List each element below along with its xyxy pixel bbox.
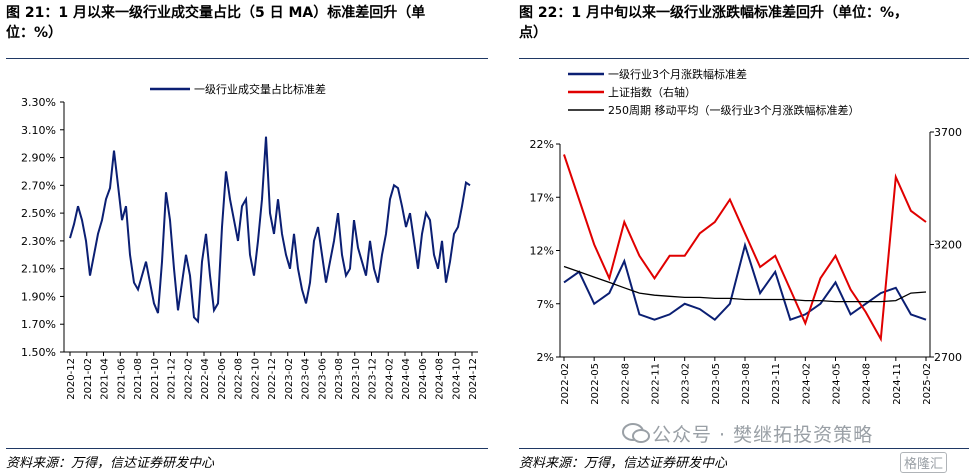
right-x-tick-label: 2024-02 bbox=[801, 363, 812, 405]
right-right-y-tick-label: 2700 bbox=[934, 351, 962, 364]
left-x-tick-label: 2022-08 bbox=[234, 358, 245, 400]
left-y-tick-label: 2.30% bbox=[21, 235, 56, 248]
left-x-tick-label: 2023-08 bbox=[334, 358, 345, 400]
right-x-tick-label: 2023-08 bbox=[741, 363, 752, 405]
left-x-tick-label: 2024-12 bbox=[468, 358, 479, 400]
right-x-tick-label: 2022-05 bbox=[590, 363, 601, 405]
right-left-y-tick-label: 7% bbox=[537, 298, 554, 311]
left-source-note: 资料来源：万得，信达证券研发中心 bbox=[6, 456, 215, 471]
right-source-note: 资料来源：万得，信达证券研发中心 bbox=[519, 456, 728, 471]
right-legend-label: 250周期 移动平均（一级行业3个月涨跌幅标准差） bbox=[608, 103, 860, 117]
left-x-tick-label: 2022-06 bbox=[217, 358, 228, 400]
right-legend-label: 一级行业3个月涨跌幅标准差 bbox=[608, 67, 747, 81]
left-y-tick-label: 1.50% bbox=[21, 346, 56, 359]
left-x-tick-label: 2022-04 bbox=[200, 358, 211, 400]
left-x-tick-label: 2024-02 bbox=[384, 358, 395, 400]
left-y-tick-label: 3.10% bbox=[21, 124, 56, 137]
right-legend-label: 上证指数（右轴） bbox=[608, 85, 696, 99]
right-x-tick-label: 2024-11 bbox=[892, 363, 903, 405]
left-x-tick-label: 2021-06 bbox=[116, 358, 127, 400]
right-x-tick-label: 2024-08 bbox=[862, 363, 873, 405]
right-right-y-tick-label: 3200 bbox=[934, 239, 962, 252]
right-series-line-1 bbox=[563, 241, 927, 322]
left-x-tick-label: 2023-06 bbox=[317, 358, 328, 400]
right-x-tick-label: 2024-05 bbox=[832, 363, 843, 405]
left-chart-title: 图 21：1 月以来一级行业成交量占比（5 日 MA）标准差回升（单 位：%） bbox=[6, 3, 488, 43]
left-x-tick-label: 2023-02 bbox=[284, 358, 295, 400]
left-y-tick-label: 2.70% bbox=[21, 179, 56, 192]
right-x-tick-label: 2022-11 bbox=[651, 363, 662, 405]
left-x-tick-label: 2023-04 bbox=[301, 358, 312, 400]
right-title-rule bbox=[519, 58, 969, 59]
right-right-y-tick-label: 3700 bbox=[934, 126, 962, 139]
left-x-tick-label: 2024-04 bbox=[401, 358, 412, 400]
right-chart-title: 图 22：1 月中旬以来一级行业涨跌幅标准差回升（单位：%， 点） bbox=[519, 3, 969, 43]
right-left-y-tick-label: 17% bbox=[530, 191, 554, 204]
right-x-tick-label: 2023-11 bbox=[771, 363, 782, 405]
right-left-y-tick-label: 12% bbox=[530, 245, 554, 258]
left-chart-title-line2: 位：%） bbox=[6, 25, 63, 41]
left-y-tick-label: 2.90% bbox=[21, 152, 56, 165]
left-y-tick-label: 1.90% bbox=[21, 290, 56, 303]
left-x-tick-label: 2021-10 bbox=[150, 358, 161, 400]
left-x-tick-label: 2023-12 bbox=[368, 358, 379, 400]
left-x-tick-label: 2021-04 bbox=[100, 358, 111, 400]
right-chart-title-line2: 点） bbox=[519, 25, 547, 41]
left-x-tick-label: 2021-02 bbox=[83, 358, 94, 400]
right-series-line-3 bbox=[563, 265, 927, 303]
left-x-tick-label: 2022-02 bbox=[183, 358, 194, 400]
left-x-tick-label: 2024-06 bbox=[418, 358, 429, 400]
left-x-tick-label: 2021-12 bbox=[167, 358, 178, 400]
watermark-text: 公众号 · 樊继拓投资策略 bbox=[652, 424, 874, 446]
left-x-tick-label: 2022-12 bbox=[267, 358, 278, 400]
left-x-tick-label: 2023-10 bbox=[351, 358, 362, 400]
wechat-icon bbox=[622, 423, 650, 443]
left-x-tick-label: 2020-12 bbox=[66, 358, 77, 400]
left-legend-label: 一级行业成交量占比标准差 bbox=[194, 82, 326, 96]
right-x-tick-label: 2022-08 bbox=[620, 363, 631, 405]
left-x-tick-label: 2024-10 bbox=[451, 358, 462, 400]
right-series-line-2 bbox=[563, 154, 927, 343]
right-x-tick-label: 2023-02 bbox=[681, 363, 692, 405]
left-series-line bbox=[69, 136, 471, 324]
left-x-tick-label: 2024-08 bbox=[435, 358, 446, 400]
left-chart-title-line1: 图 21：1 月以来一级行业成交量占比（5 日 MA）标准差回升（单 bbox=[6, 5, 426, 21]
left-y-tick-label: 2.10% bbox=[21, 263, 56, 276]
right-chart-title-line1: 图 22：1 月中旬以来一级行业涨跌幅标准差回升（单位：%， bbox=[519, 5, 908, 21]
left-x-tick-label: 2021-08 bbox=[133, 358, 144, 400]
right-left-y-tick-label: 2% bbox=[537, 351, 554, 364]
left-title-rule bbox=[6, 58, 488, 59]
right-left-y-tick-label: 22% bbox=[530, 138, 554, 151]
left-y-tick-label: 2.50% bbox=[21, 207, 56, 220]
right-x-tick-label: 2023-05 bbox=[711, 363, 722, 405]
left-y-tick-label: 3.30% bbox=[21, 96, 56, 109]
right-x-tick-label: 2022-02 bbox=[560, 363, 571, 405]
left-x-tick-label: 2022-10 bbox=[250, 358, 261, 400]
left-y-tick-label: 1.70% bbox=[21, 318, 56, 331]
left-bottom-rule bbox=[6, 448, 488, 449]
right-x-tick-label: 2025-02 bbox=[922, 363, 933, 405]
right-bottom-rule bbox=[519, 448, 969, 449]
